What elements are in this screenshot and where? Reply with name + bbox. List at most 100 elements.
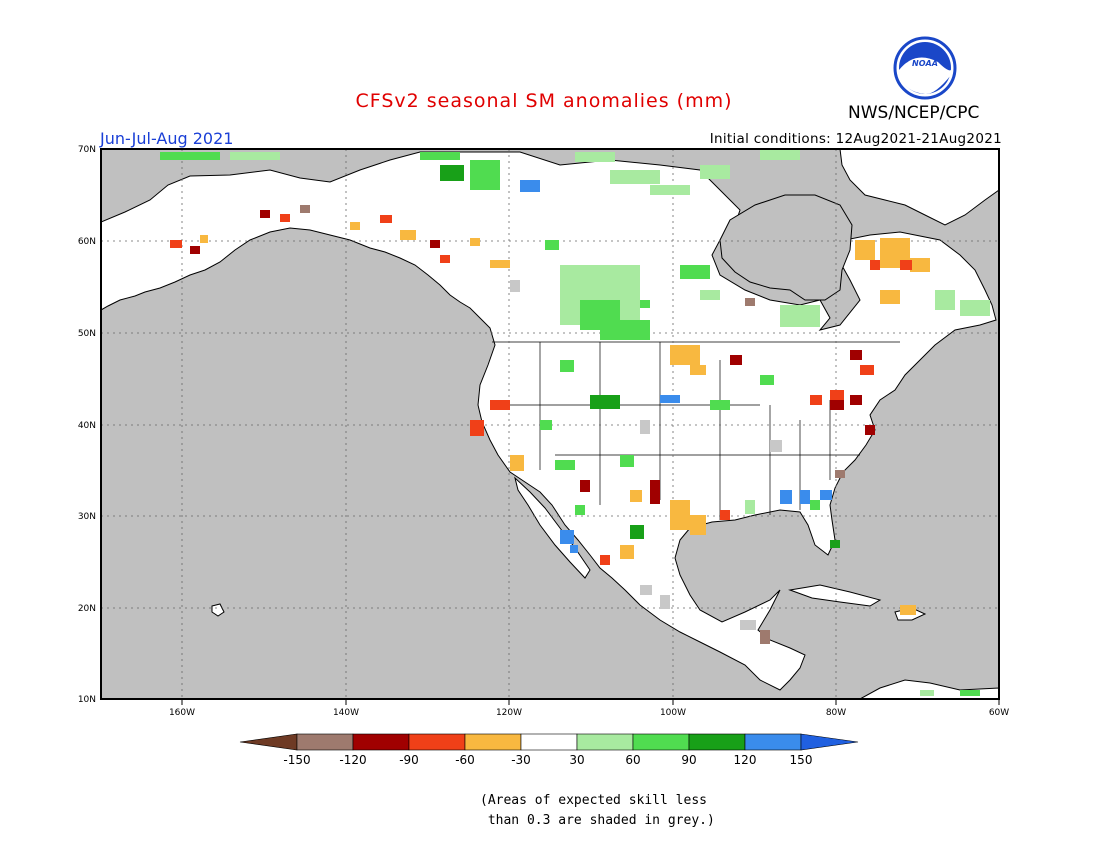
anomaly-cell bbox=[690, 365, 706, 375]
anomaly-cell bbox=[230, 152, 280, 160]
legend-arrow-right bbox=[800, 733, 859, 751]
anomaly-cell bbox=[800, 490, 810, 504]
anomaly-cell bbox=[580, 480, 590, 492]
legend-label: -30 bbox=[511, 753, 531, 767]
anomaly-cell bbox=[850, 350, 862, 360]
anomaly-cell bbox=[570, 545, 578, 553]
hudson-bay bbox=[719, 194, 853, 301]
skill-note-line2: than 0.3 are shaded in grey.) bbox=[480, 813, 715, 828]
anomaly-cell bbox=[470, 160, 500, 190]
anomaly-cell bbox=[760, 150, 800, 160]
anomaly-cell bbox=[170, 240, 182, 248]
anomaly-cell bbox=[350, 222, 360, 230]
logo-text: NOAA bbox=[912, 59, 938, 68]
anomaly-cell bbox=[420, 152, 460, 160]
anomaly-cell bbox=[560, 530, 574, 544]
anomaly-cell bbox=[830, 400, 844, 410]
anomaly-cell bbox=[830, 540, 840, 548]
land-hawaii bbox=[211, 603, 225, 617]
anomaly-cell bbox=[870, 260, 880, 270]
legend-label: -90 bbox=[399, 753, 419, 767]
anomaly-cell bbox=[620, 455, 634, 467]
anomaly-cell bbox=[900, 605, 916, 615]
lon-tick-label: 140W bbox=[333, 708, 359, 718]
anomaly-cell bbox=[680, 265, 710, 279]
anomaly-cell bbox=[600, 320, 650, 340]
anomaly-cell bbox=[560, 360, 574, 372]
legend-label: 90 bbox=[681, 753, 696, 767]
legend-swatch bbox=[576, 733, 634, 751]
anomaly-cells bbox=[160, 150, 990, 696]
anomaly-cell bbox=[920, 690, 934, 696]
anomaly-cell bbox=[630, 525, 644, 539]
lon-tick-label: 60W bbox=[989, 708, 1009, 718]
anomaly-cell bbox=[865, 425, 875, 435]
anomaly-cell bbox=[960, 300, 990, 316]
legend-label: 150 bbox=[790, 753, 813, 767]
lon-axis: 160W 140W 120W 100W 80W 60W bbox=[169, 699, 1009, 718]
anomaly-cell bbox=[520, 180, 540, 192]
anomaly-cell bbox=[430, 240, 440, 248]
anomaly-cell bbox=[820, 490, 832, 500]
legend-swatch bbox=[744, 733, 802, 751]
anomaly-cell bbox=[575, 505, 585, 515]
legend-label: -120 bbox=[339, 753, 366, 767]
anomaly-cell bbox=[745, 298, 755, 306]
lat-tick-label: 50N bbox=[78, 329, 96, 339]
anomaly-cell bbox=[835, 470, 845, 478]
anomaly-cell bbox=[590, 395, 620, 409]
anomaly-cell bbox=[555, 460, 575, 470]
anomaly-cell bbox=[640, 420, 650, 434]
anomaly-cell bbox=[545, 240, 559, 250]
anomaly-cell bbox=[280, 214, 290, 222]
legend-swatch bbox=[520, 733, 578, 751]
anomaly-cell bbox=[660, 595, 670, 609]
anomaly-cell bbox=[380, 215, 392, 223]
anomaly-cell bbox=[575, 152, 615, 162]
lat-tick-label: 30N bbox=[78, 512, 96, 522]
legend-label: -150 bbox=[283, 753, 310, 767]
anomaly-cell bbox=[830, 390, 844, 400]
anomaly-cell bbox=[760, 375, 774, 385]
lon-tick-label: 120W bbox=[496, 708, 522, 718]
legend-label: 60 bbox=[625, 753, 640, 767]
anomaly-cell bbox=[470, 238, 480, 246]
anomaly-cell bbox=[470, 420, 484, 436]
legend-swatch bbox=[688, 733, 746, 751]
legend-swatch bbox=[408, 733, 466, 751]
anomaly-cell bbox=[910, 258, 930, 272]
anomaly-cell bbox=[660, 395, 680, 403]
anomaly-cell bbox=[900, 260, 912, 270]
land-cuba bbox=[788, 584, 882, 607]
anomaly-cell bbox=[670, 500, 690, 530]
anomaly-cell bbox=[640, 300, 650, 308]
anomaly-cell bbox=[400, 230, 416, 240]
lon-tick-label: 80W bbox=[826, 708, 846, 718]
anomaly-cell bbox=[300, 205, 310, 213]
skill-note-line1: (Areas of expected skill less bbox=[480, 793, 707, 808]
anomaly-cell bbox=[610, 170, 660, 184]
anomaly-cell bbox=[440, 165, 464, 181]
anomaly-cell bbox=[860, 365, 874, 375]
anomaly-cell bbox=[770, 440, 782, 452]
anomaly-cell bbox=[810, 395, 822, 405]
legend-arrow-left bbox=[239, 733, 298, 751]
anomaly-cell bbox=[640, 585, 652, 595]
anomaly-cell bbox=[490, 260, 510, 268]
anomaly-cell bbox=[935, 290, 955, 310]
anomaly-cell bbox=[200, 235, 208, 243]
anomaly-cell bbox=[810, 500, 820, 510]
chart-title: CFSv2 seasonal SM anomalies (mm) bbox=[355, 90, 733, 112]
legend-swatch bbox=[632, 733, 690, 751]
anomaly-cell bbox=[780, 305, 820, 327]
lat-tick-label: 60N bbox=[78, 237, 96, 247]
anomaly-cell bbox=[700, 165, 730, 179]
color-legend: -150 -120 -90 -60 -30 30 60 90 120 150 bbox=[239, 733, 859, 767]
legend-swatch bbox=[296, 733, 354, 751]
anomaly-cell bbox=[700, 290, 720, 300]
anomaly-cell bbox=[510, 455, 524, 471]
anomaly-cell bbox=[650, 185, 690, 195]
anomaly-cell bbox=[650, 480, 660, 504]
anomaly-cell bbox=[540, 420, 552, 430]
